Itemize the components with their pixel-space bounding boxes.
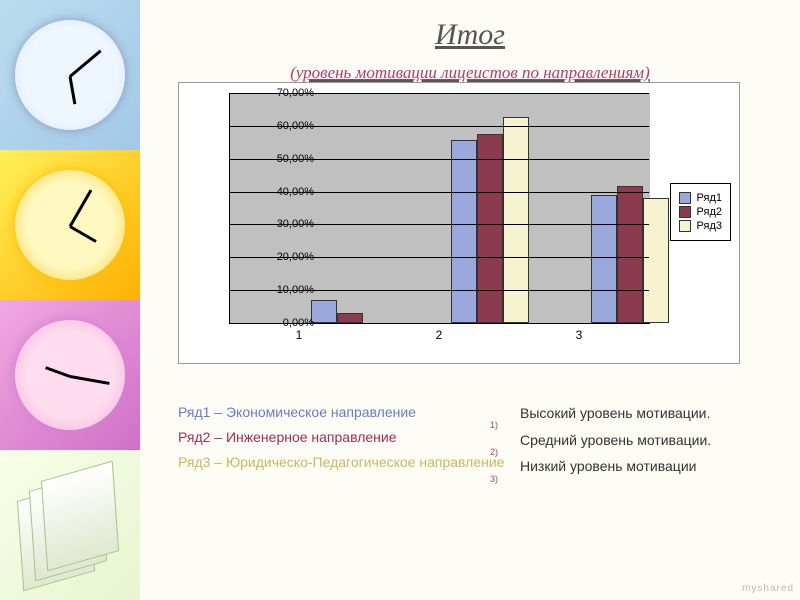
level-high: Высокий уровень мотивации. <box>520 400 711 427</box>
bar <box>503 117 529 323</box>
chart-legend: Ряд1Ряд2Ряд3 <box>670 183 731 241</box>
bar <box>617 186 643 323</box>
chart-container: Ряд1Ряд2Ряд3 0,00%10,00%20,00%30,00%40,0… <box>178 82 740 364</box>
series2-desc: Ряд2 – Инженерное направление <box>178 425 504 450</box>
bar <box>337 313 363 323</box>
level-descriptions: Высокий уровень мотивации. Средний урове… <box>520 400 711 480</box>
watermark: myshared <box>742 583 794 594</box>
series3-desc: Ряд3 – Юридическо-Педагогическое направл… <box>178 450 504 475</box>
bar <box>591 195 617 324</box>
series1-desc: Ряд1 – Экономическое направление <box>178 400 504 425</box>
level-mid: Средний уровень мотивации. <box>520 427 711 454</box>
image-sidebar <box>0 0 140 600</box>
series-descriptions: Ряд1 – Экономическое направление Ряд2 – … <box>178 400 504 476</box>
main-content: Итог (уровень мотивации лицеистов по нап… <box>140 0 800 600</box>
number-list: 1) 2) 3) <box>490 412 498 493</box>
bar <box>477 134 503 323</box>
slide-title: Итог (уровень мотивации лицеистов по нап… <box>140 18 800 86</box>
bar <box>451 140 477 323</box>
level-low: Низкий уровень мотивации <box>520 453 711 480</box>
title-main: Итог <box>435 18 505 51</box>
bar <box>643 198 669 323</box>
title-sub: (уровень мотивации лицеистов по направле… <box>290 63 650 82</box>
bar <box>311 300 337 323</box>
